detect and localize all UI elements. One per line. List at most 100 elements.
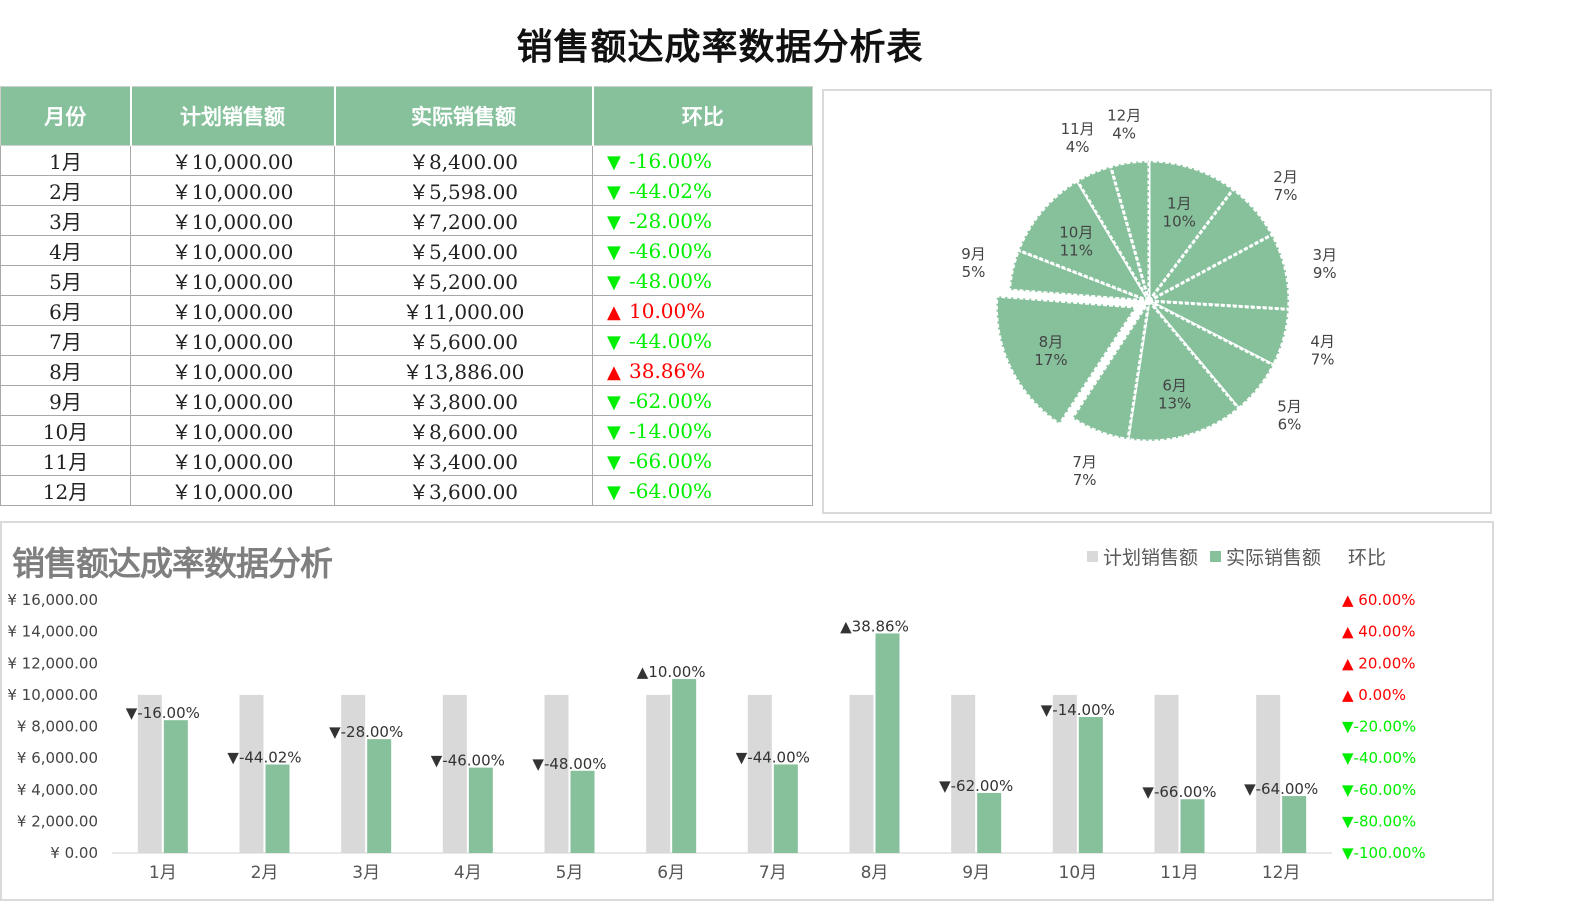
table-row: 12月 ￥10,000.00 ￥3,600.00 ▼ -64.00% — [0, 475, 813, 506]
bar-actual — [570, 770, 595, 853]
x-tick-label: 11月 — [1160, 863, 1199, 883]
bar-actual — [672, 679, 697, 853]
bar-actual — [163, 720, 188, 853]
table-body: 1月 ￥10,000.00 ￥8,400.00 ▼ -16.00% 2月 ￥10,000.0… — [0, 145, 813, 506]
bar-actual — [367, 739, 392, 853]
x-tick-label: 7月 — [759, 863, 787, 883]
bar-plan — [646, 694, 671, 853]
bar-plan — [341, 694, 366, 853]
y-tick-label: ¥ 6,000.00 — [17, 749, 98, 767]
x-tick-label: 5月 — [556, 863, 584, 883]
cell-ratio: ▼ -44.02% — [592, 175, 813, 206]
ratio-value: -44.02% — [629, 178, 713, 203]
down-arrow-icon: ▼ — [607, 211, 621, 233]
pie-slice — [1108, 159, 1151, 302]
cell-actual: ￥11,000.00 — [334, 295, 593, 326]
down-arrow-icon: ▼ — [607, 181, 621, 203]
pie-slice-label: 5月 — [1277, 398, 1302, 416]
header-month: 月份 — [0, 86, 132, 146]
bar-data-label: ▼-28.00% — [329, 723, 403, 741]
bar-data-label: ▼-16.00% — [126, 704, 200, 722]
pie-slice-percent: 13% — [1158, 395, 1191, 413]
cell-actual: ￥3,800.00 — [334, 385, 593, 416]
pie-slice-label: 9月 — [961, 245, 986, 263]
legend-plan-label: 计划销售额 — [1103, 547, 1199, 569]
pie-slice-percent: 10% — [1163, 213, 1196, 231]
cell-plan: ￥10,000.00 — [130, 295, 335, 326]
table-row: 5月 ￥10,000.00 ￥5,200.00 ▼ -48.00% — [0, 265, 813, 296]
legend-actual-swatch — [1210, 551, 1221, 562]
y-tick-label: ¥ 12,000.00 — [7, 654, 98, 672]
bar-plan — [849, 694, 874, 853]
ratio-value: -62.00% — [629, 388, 713, 413]
ratio-value: -16.00% — [629, 148, 713, 173]
pie-slice-label: 3月 — [1312, 246, 1337, 264]
cell-ratio: ▼ -62.00% — [592, 385, 813, 416]
x-tick-label: 1月 — [149, 863, 177, 883]
ratio-value: -14.00% — [629, 418, 713, 443]
page-title: 销售额达成率数据分析表 — [516, 27, 924, 68]
x-tick-label: 6月 — [657, 863, 685, 883]
legend-actual-label: 实际销售额 — [1226, 547, 1322, 569]
cell-ratio: ▼ -14.00% — [592, 415, 813, 446]
table-row: 2月 ￥10,000.00 ￥5,598.00 ▼ -44.02% — [0, 175, 813, 206]
y2-tick-label: ▼-20.00% — [1342, 718, 1416, 736]
down-arrow-icon: ▼ — [607, 271, 621, 293]
y-tick-label: ¥ 0.00 — [50, 844, 98, 862]
y2-tick-label: ▲ 20.00% — [1342, 654, 1416, 672]
bar-data-label: ▼-62.00% — [939, 777, 1013, 795]
y-tick-label: ¥ 10,000.00 — [7, 686, 98, 704]
down-arrow-icon: ▼ — [607, 391, 621, 413]
y-tick-label: ¥ 14,000.00 — [7, 623, 98, 641]
cell-actual: ￥5,400.00 — [334, 235, 593, 266]
legend-ratio-label: 环比 — [1348, 547, 1387, 569]
ratio-value: -64.00% — [629, 478, 713, 503]
bar-plan — [747, 694, 772, 853]
x-tick-label: 12月 — [1262, 863, 1301, 883]
header-plan: 计划销售额 — [130, 86, 336, 146]
pie-slice-label: 8月 — [1039, 333, 1064, 351]
cell-actual: ￥5,200.00 — [334, 265, 593, 296]
cell-month: 2月 — [0, 175, 131, 206]
pie-chart-panel: 1月 10% 2月 7% 3月 9% 4月 7% 5月 6% 6月 13% 7月 7% 8月 17% 9月 5% 1… — [822, 89, 1492, 514]
bar-plan — [1154, 694, 1179, 853]
x-tick-label: 2月 — [251, 863, 279, 883]
bar-actual — [1180, 799, 1205, 853]
table-row: 4月 ￥10,000.00 ￥5,400.00 ▼ -46.00% — [0, 235, 813, 266]
cell-plan: ￥10,000.00 — [130, 445, 335, 476]
cell-ratio: ▼ -44.00% — [592, 325, 813, 356]
cell-ratio: ▼ -28.00% — [592, 205, 813, 236]
table-row: 8月 ￥10,000.00 ￥13,886.00 ▲ 38.86% — [0, 355, 813, 386]
sales-table: 月份 计划销售额 实际销售额 环比 1月 ￥10,000.00 ￥8,400.00 ▼… — [0, 86, 813, 506]
pie-slice-percent: 7% — [1311, 351, 1335, 369]
up-arrow-icon: ▲ — [607, 301, 621, 323]
bar-plan — [544, 694, 569, 853]
cell-month: 9月 — [0, 385, 131, 416]
pie-slice — [1070, 300, 1151, 442]
bar-actual — [1078, 717, 1103, 853]
y2-tick-label: ▼-60.00% — [1342, 781, 1416, 799]
cell-month: 5月 — [0, 265, 131, 296]
bar-actual — [977, 792, 1002, 853]
cell-month: 6月 — [0, 295, 131, 326]
y-tick-label: ¥ 2,000.00 — [17, 812, 98, 830]
table-row: 11月 ￥10,000.00 ￥3,400.00 ▼ -66.00% — [0, 445, 813, 476]
bar-data-label: ▲38.86% — [840, 617, 909, 635]
y-tick-label: ¥ 4,000.00 — [17, 781, 98, 799]
pie-slice-percent: 7% — [1274, 186, 1298, 204]
cell-plan: ￥10,000.00 — [130, 355, 335, 386]
x-tick-label: 4月 — [454, 863, 482, 883]
y-tick-label: ¥ 16,000.00 — [7, 591, 98, 609]
cell-actual: ￥5,600.00 — [334, 325, 593, 356]
bar-plan — [1256, 694, 1281, 853]
down-arrow-icon: ▼ — [607, 151, 621, 173]
down-arrow-icon: ▼ — [607, 331, 621, 353]
bar-chart-title: 销售额达成率数据分析 — [12, 544, 333, 583]
pie-chart: 1月10%2月7%3月9%4月7%5月6%6月13%7月7%8月17%9月5%1… — [961, 107, 1337, 489]
cell-actual: ￥13,886.00 — [334, 355, 593, 386]
pie-slice — [1126, 297, 1241, 443]
table-row: 1月 ￥10,000.00 ￥8,400.00 ▼ -16.00% — [0, 145, 813, 176]
cell-actual: ￥8,400.00 — [334, 145, 593, 176]
cell-month: 7月 — [0, 325, 131, 356]
header-actual: 实际销售额 — [334, 86, 594, 146]
